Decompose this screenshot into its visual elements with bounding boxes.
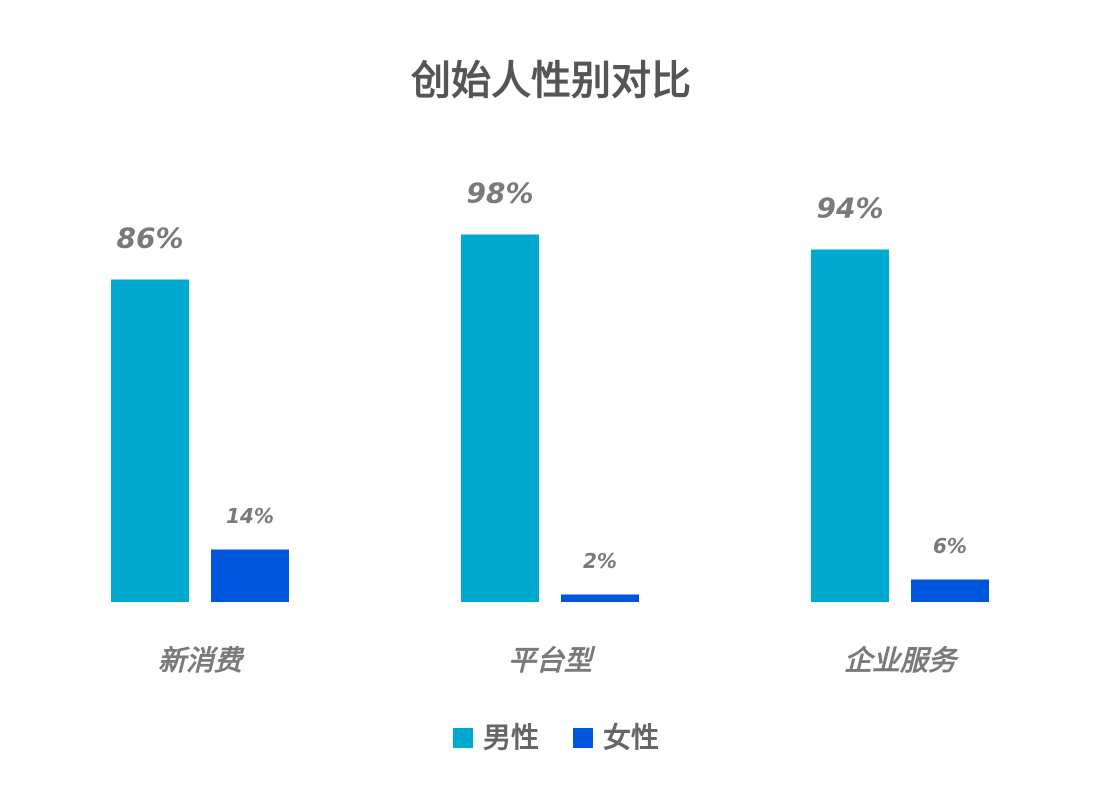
value-label: 6% (933, 534, 967, 558)
bar (911, 579, 989, 602)
value-label: 86% (116, 222, 183, 255)
bar (211, 549, 289, 602)
value-label: 2% (583, 549, 617, 573)
bar (111, 279, 189, 602)
x-tick-label: 企业服务 (844, 644, 960, 677)
legend-swatch (453, 728, 473, 748)
bar (811, 249, 889, 602)
x-tick-label: 新消费 (158, 644, 245, 677)
chart-title: 创始人性别对比 (411, 58, 691, 104)
x-tick-label: 平台型 (508, 644, 596, 677)
value-label: 14% (226, 504, 274, 528)
legend-swatch (573, 728, 593, 748)
bar (561, 594, 639, 602)
legend-label: 男性 (483, 721, 539, 754)
legend-label: 女性 (603, 721, 659, 754)
value-label: 98% (466, 177, 533, 210)
bar (461, 234, 539, 602)
value-label: 94% (816, 192, 883, 225)
